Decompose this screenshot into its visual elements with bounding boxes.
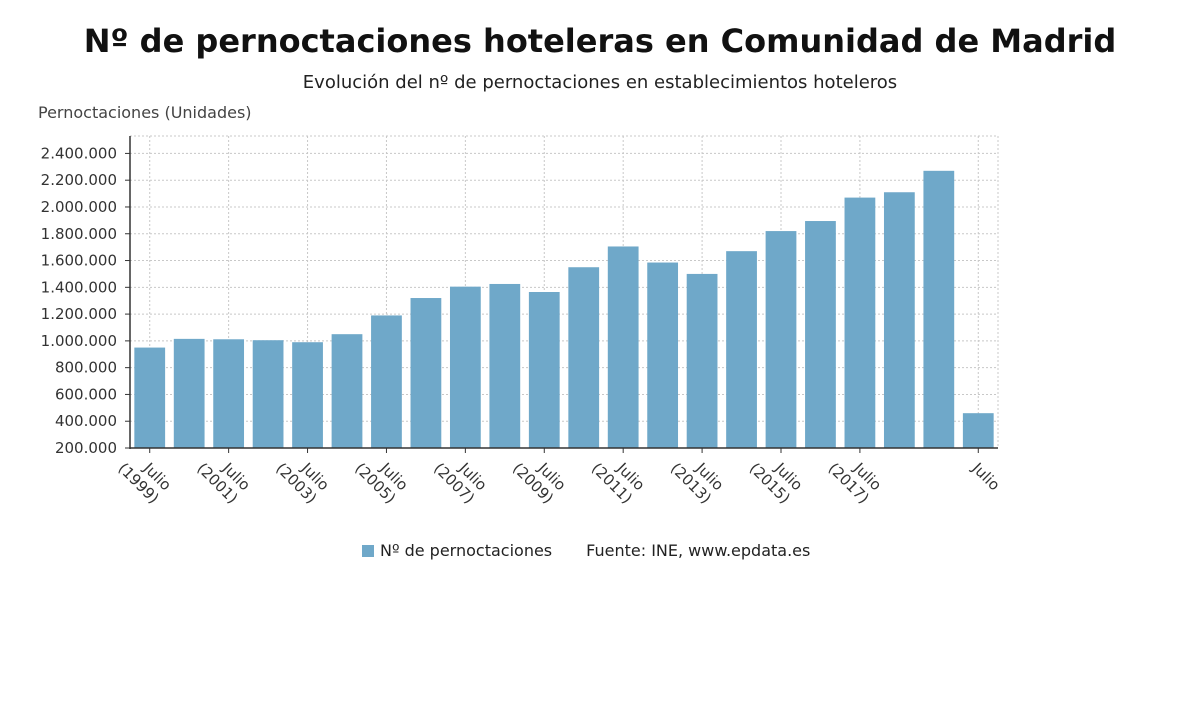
y-tick-label: 200.000	[55, 439, 117, 457]
chart-title: Nº de pernoctaciones hoteleras en Comuni…	[83, 22, 1117, 60]
bar	[765, 231, 797, 448]
bar	[883, 192, 915, 448]
source-note: Fuente: INE, www.epdata.es	[586, 541, 811, 560]
bar-chart: 200.000 400.000 600.000 800.000 1.000.000 1.2…	[41, 135, 1004, 507]
bar	[805, 221, 836, 448]
x-tick-label: Julio(2009)	[509, 446, 570, 507]
bar	[923, 170, 955, 449]
bar	[371, 315, 402, 448]
y-tick-label: 2.200.000	[41, 171, 117, 189]
bar	[568, 267, 600, 448]
y-tick-labels: 200.000 400.000 600.000 800.000 1.000.000 1.2…	[41, 144, 117, 457]
x-tick-label: Julio(2007)	[430, 446, 491, 507]
legend-series-label: Nº de pernoctaciones	[380, 541, 553, 560]
bar	[292, 342, 323, 448]
y-tick-label: 1.400.000	[41, 278, 117, 296]
bar	[726, 251, 757, 448]
x-tick-label: Julio(2015)	[746, 446, 807, 507]
bar	[607, 246, 639, 448]
bar	[134, 347, 166, 448]
bar	[173, 338, 205, 448]
legend: Nº de pernoctaciones Fuente: INE, www.ep…	[362, 541, 810, 560]
y-tick-label: 600.000	[55, 385, 117, 403]
x-tick-label: Julio	[968, 458, 1004, 494]
y-tick-label: 400.000	[55, 412, 117, 430]
bar	[528, 292, 560, 448]
bar	[844, 197, 876, 448]
legend-swatch	[362, 544, 374, 557]
x-tick-labels: Julio(1999) Julio(2001) Julio(2003) Julio(2…	[115, 446, 1004, 507]
y-tick-label: 2.400.000	[41, 144, 117, 162]
bar	[213, 339, 245, 448]
bar	[331, 334, 363, 448]
y-tick-label: 2.000.000	[41, 198, 117, 216]
y-tick-label: 1.000.000	[41, 332, 117, 350]
bars	[134, 170, 994, 449]
bar	[489, 283, 521, 448]
chart-subtitle: Evolución del nº de pernoctaciones en es…	[302, 72, 898, 93]
bar	[647, 262, 679, 448]
x-tick-label: Julio(2001)	[193, 446, 254, 507]
bar	[962, 413, 994, 448]
y-axis-label: Pernoctaciones (Unidades)	[38, 103, 252, 122]
bar	[410, 298, 442, 448]
y-tick-label: 1.200.000	[41, 305, 117, 323]
x-tick-label: Julio(2013)	[667, 446, 728, 507]
bar	[686, 273, 718, 448]
x-tick-label: Julio(2003)	[272, 446, 333, 507]
bar	[449, 286, 481, 448]
x-tick-label: Julio(2011)	[588, 446, 649, 507]
axes	[125, 136, 998, 453]
y-tick-label: 1.800.000	[41, 225, 117, 243]
bar	[252, 340, 284, 448]
x-tick-label: Julio(1999)	[115, 446, 176, 507]
x-tick-label: Julio(2005)	[351, 446, 412, 507]
x-tick-label: Julio(2017)	[825, 446, 886, 507]
y-tick-label: 1.600.000	[41, 252, 117, 270]
y-tick-label: 800.000	[55, 359, 117, 377]
